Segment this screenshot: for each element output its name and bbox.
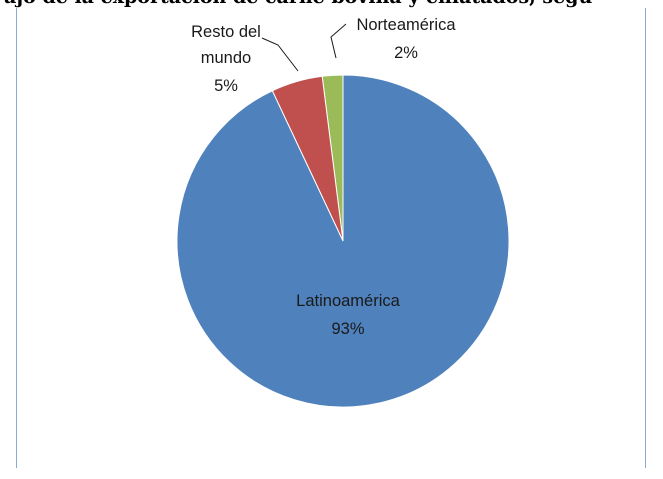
pie-slices [176,74,510,408]
percent-latinoamerica: 93% [331,320,364,338]
label-resto-line2: mundo [201,49,251,67]
label-resto-line1: Resto del [191,23,261,41]
slice-latinoamerica [176,74,510,408]
leader-resto [261,37,299,72]
leader-lines [261,23,347,72]
label-norteamerica: Norteamérica [356,16,456,34]
label-latinoamerica: Latinoamérica [296,292,400,310]
leader-norteamerica [330,23,347,59]
chart-frame [16,8,646,468]
percent-resto: 5% [214,77,238,95]
cropped-header-text: ajo de la exportación de carne bovina y … [4,0,592,8]
percent-norteamerica: 2% [394,44,418,62]
cropped-header: ajo de la exportación de carne bovina y … [0,0,663,8]
